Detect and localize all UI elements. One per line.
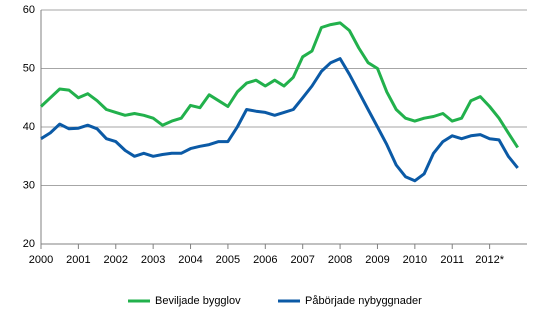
y-tick-label: 40 — [23, 121, 35, 133]
x-tick-label: 2006 — [253, 254, 277, 266]
y-tick-label: 20 — [23, 238, 35, 250]
x-tick-label: 2011 — [440, 254, 464, 266]
y-tick-label: 30 — [23, 179, 35, 191]
legend-label: Beviljade bygglov — [155, 295, 241, 307]
legend-label: Påbörjade nybyggnader — [305, 295, 422, 307]
x-tick-label: 2008 — [328, 254, 352, 266]
x-tick-label: 2010 — [403, 254, 427, 266]
x-tick-label: 2000 — [29, 254, 53, 266]
series-line — [40, 57, 519, 183]
y-tick-label: 50 — [23, 62, 35, 74]
series-line — [39, 21, 519, 149]
x-tick-label: 2002 — [104, 254, 128, 266]
x-tick-label: 2001 — [66, 254, 90, 266]
x-tick-label: 2009 — [365, 254, 389, 266]
y-tick-label: 60 — [23, 4, 35, 16]
x-tick-label: 2007 — [290, 254, 314, 266]
x-tick-label: 2003 — [141, 254, 165, 266]
x-tick-label: 2004 — [178, 254, 202, 266]
x-tick-label: 2012* — [475, 254, 504, 266]
x-tick-label: 2005 — [216, 254, 240, 266]
